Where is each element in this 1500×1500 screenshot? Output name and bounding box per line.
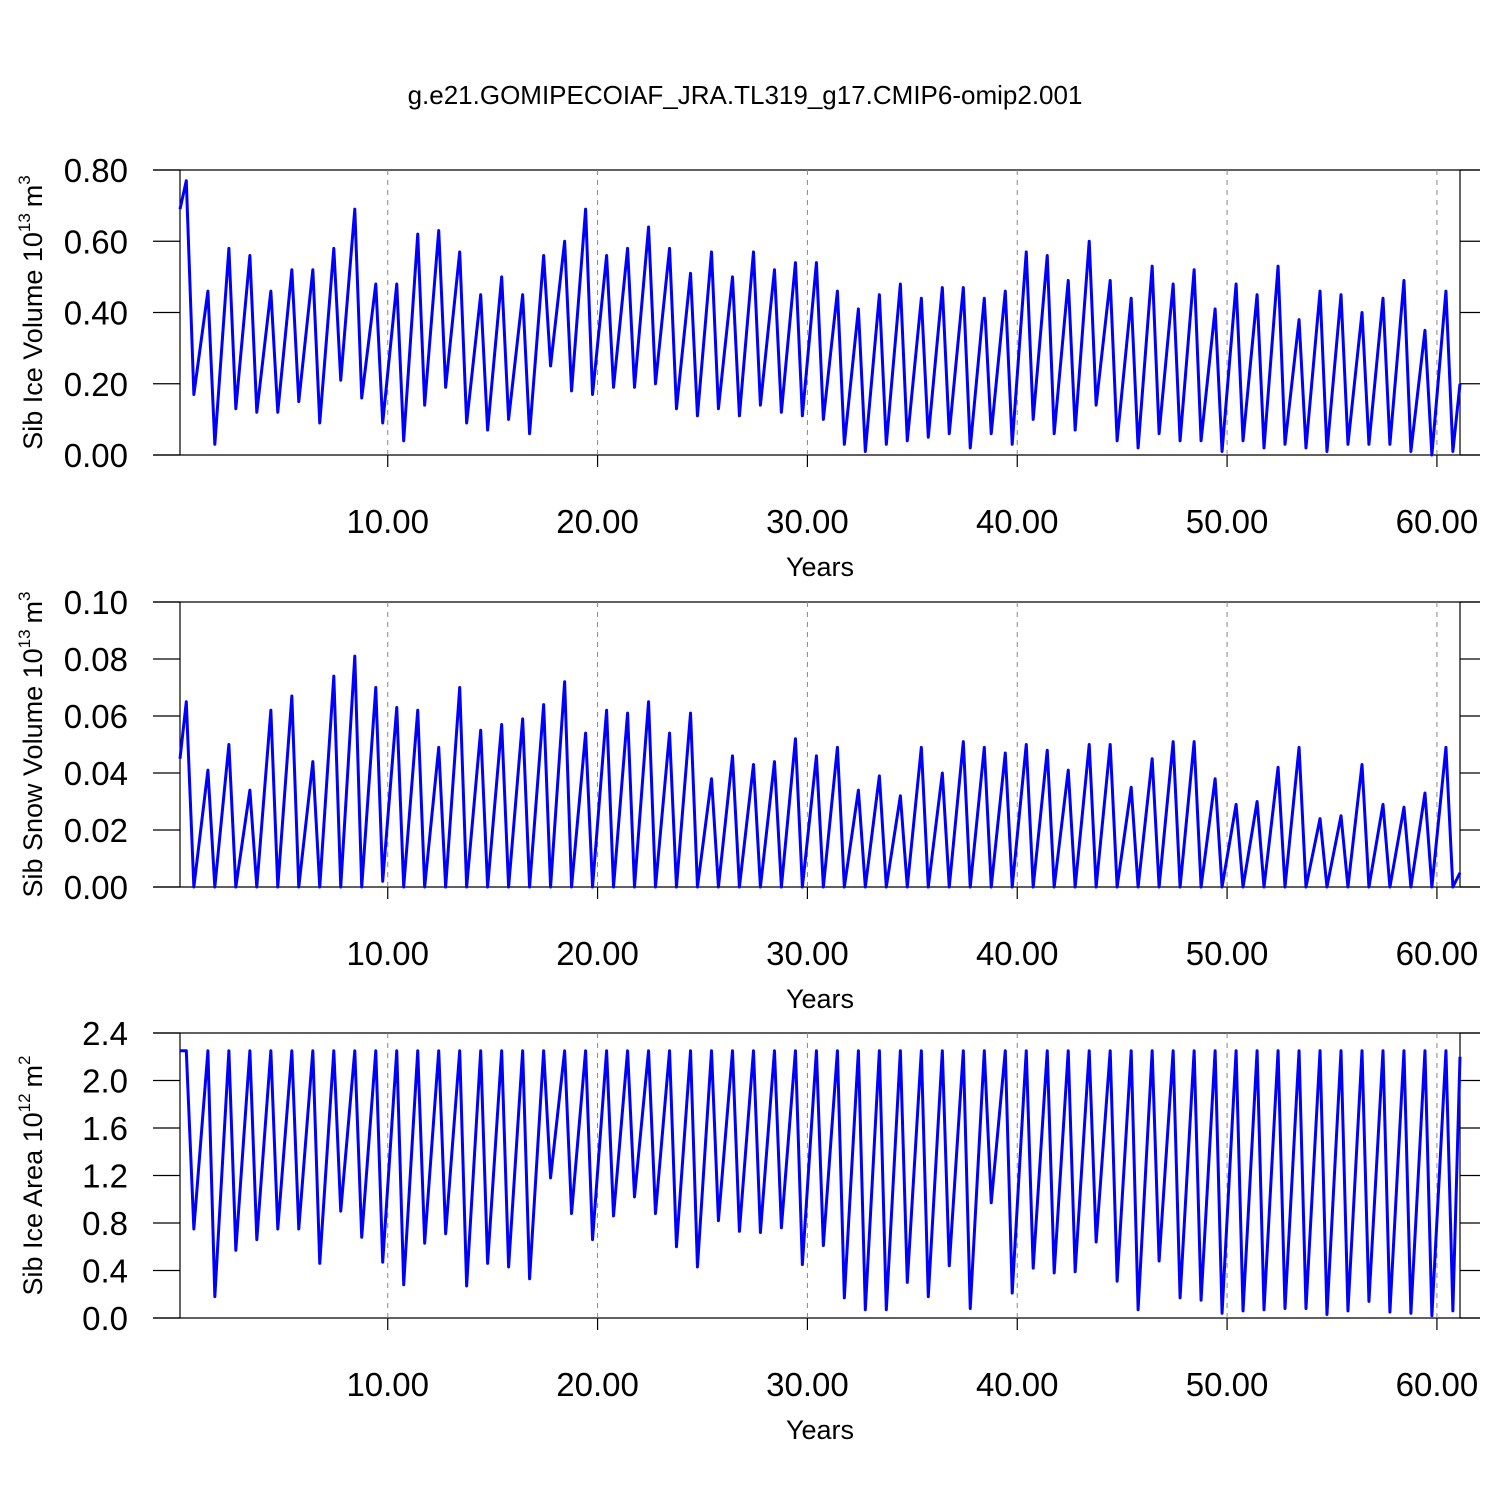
y-tick-label: 0.8 (82, 1205, 128, 1242)
x-tick-label: 20.00 (556, 935, 639, 972)
y-axis-label: Sib Ice Volume 1013 m3 (15, 175, 48, 450)
y-label-text: Sib Snow Volume 10 (18, 648, 48, 897)
x-tick-label: 40.00 (976, 503, 1059, 540)
y-axis-label: Sib Ice Area 1012 m2 (15, 1055, 48, 1295)
x-tick-label: 10.00 (346, 503, 429, 540)
y-label-unit-exponent: 2 (15, 1055, 34, 1064)
x-tick-label: 10.00 (346, 935, 429, 972)
y-label-text: Sib Ice Area 10 (18, 1112, 48, 1295)
y-tick-label: 0.08 (64, 641, 128, 678)
y-tick-label: 0.04 (64, 755, 128, 792)
y-tick-label: 1.6 (82, 1110, 128, 1147)
y-label-unit-exponent: 3 (15, 591, 34, 600)
x-axis-label: Years (786, 984, 854, 1014)
y-label-unit: m (18, 1065, 48, 1088)
y-tick-label: 2.0 (82, 1063, 128, 1100)
y-label-exponent: 13 (15, 629, 34, 648)
y-label-unit: m (18, 601, 48, 624)
y-tick-label: 0.00 (64, 437, 128, 474)
y-tick-label: 2.4 (82, 1015, 128, 1052)
y-label-exponent: 13 (15, 213, 34, 232)
y-tick-label: 0.60 (64, 223, 128, 260)
x-tick-label: 60.00 (1396, 1366, 1479, 1403)
y-label-text: Sib Ice Volume 10 (18, 232, 48, 450)
x-tick-label: 10.00 (346, 1366, 429, 1403)
figure-title: g.e21.GOMIPECOIAF_JRA.TL319_g17.CMIP6-om… (408, 80, 1083, 110)
x-tick-label: 20.00 (556, 1366, 639, 1403)
data-line (178, 179, 1462, 457)
x-tick-label: 40.00 (976, 935, 1059, 972)
x-tick-label: 30.00 (766, 935, 849, 972)
x-axis-label: Years (786, 1415, 854, 1445)
y-label-unit-exponent: 3 (15, 175, 34, 184)
y-tick-label: 0.10 (64, 584, 128, 621)
x-axis-label: Years (786, 552, 854, 582)
x-tick-label: 50.00 (1186, 503, 1269, 540)
data-line (178, 654, 1462, 889)
y-label-unit: m (18, 185, 48, 208)
y-tick-label: 0.4 (82, 1253, 128, 1290)
y-tick-label: 0.06 (64, 698, 128, 735)
x-tick-label: 60.00 (1396, 935, 1479, 972)
x-tick-label: 30.00 (766, 1366, 849, 1403)
y-label-exponent: 12 (15, 1093, 34, 1112)
x-tick-label: 30.00 (766, 503, 849, 540)
y-tick-label: 0.80 (64, 152, 128, 189)
x-tick-label: 50.00 (1186, 1366, 1269, 1403)
data-line (180, 1049, 1462, 1318)
y-tick-label: 0.02 (64, 812, 128, 849)
y-tick-label: 0.0 (82, 1300, 128, 1337)
y-tick-label: 1.2 (82, 1158, 128, 1195)
x-tick-label: 50.00 (1186, 935, 1269, 972)
x-tick-label: 60.00 (1396, 503, 1479, 540)
y-tick-label: 0.40 (64, 295, 128, 332)
y-tick-label: 0.00 (64, 869, 128, 906)
x-tick-label: 20.00 (556, 503, 639, 540)
y-tick-label: 0.20 (64, 366, 128, 403)
x-tick-label: 40.00 (976, 1366, 1059, 1403)
y-axis-label: Sib Snow Volume 1013 m3 (15, 591, 48, 897)
